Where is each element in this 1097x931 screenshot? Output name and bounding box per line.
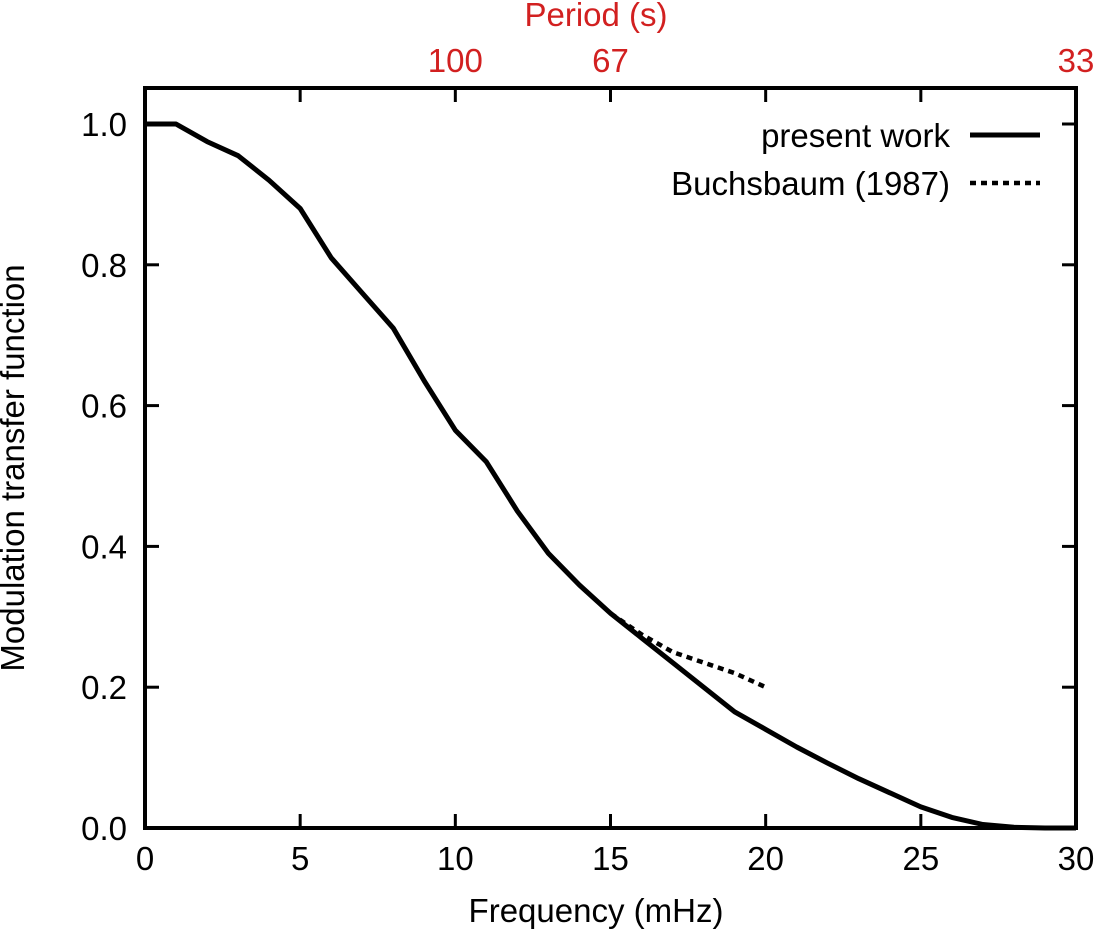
series-present-work-line: [145, 121, 1076, 831]
x-tick-label: 0: [136, 840, 154, 877]
y-axis-label: Modulation transfer function: [0, 264, 31, 671]
x-axis-label: Frequency (mHz): [469, 892, 724, 929]
series-layer: [145, 121, 1076, 831]
top-tick-label: 67: [592, 42, 629, 79]
legend-label: Buchsbaum (1987): [671, 165, 950, 202]
y-tick-label: 1.0: [81, 106, 127, 143]
series-buchsbaum-line: [609, 611, 767, 690]
x-tick-label: 5: [291, 840, 309, 877]
legend-label: present work: [761, 117, 950, 154]
x-tick-label: 25: [902, 840, 939, 877]
x-axis: 0 5 10 15 20 25 30: [136, 88, 1095, 877]
top-axis-label: Period (s): [524, 0, 667, 33]
top-tick-label: 100: [428, 42, 483, 79]
y-tick-label: 0.2: [81, 669, 127, 706]
top-axis: 100 67 33: [428, 42, 1095, 79]
y-tick-label: 0.4: [81, 528, 127, 565]
y-tick-label: 0.8: [81, 247, 127, 284]
y-tick-label: 0.6: [81, 388, 127, 425]
top-tick-label: 33: [1058, 42, 1095, 79]
y-axis: 0.0 0.2 0.4 0.6 0.8 1.0: [81, 106, 1076, 847]
x-tick-label: 15: [592, 840, 629, 877]
x-tick-label: 30: [1058, 840, 1095, 877]
x-tick-label: 10: [437, 840, 474, 877]
legend: present work Buchsbaum (1987): [671, 117, 1040, 202]
x-tick-label: 20: [747, 840, 784, 877]
y-tick-label: 0.0: [81, 810, 127, 847]
